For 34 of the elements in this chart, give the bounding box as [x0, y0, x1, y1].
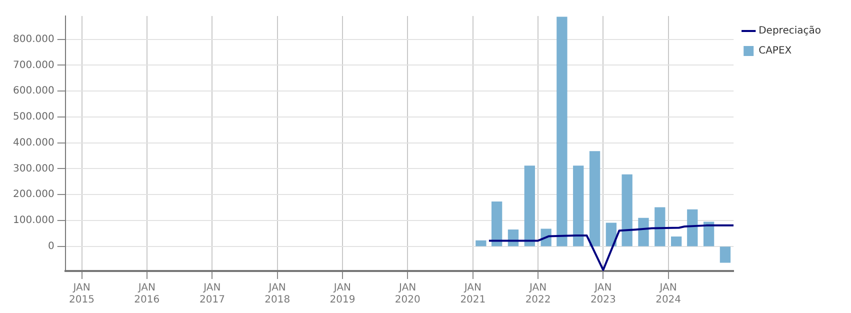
y-tick-label: 300.000: [12, 163, 54, 174]
bar: [703, 222, 714, 246]
bar: [556, 16, 568, 246]
bar: [720, 246, 731, 263]
bar: [654, 207, 666, 246]
y-tick-label: 600.000: [12, 86, 54, 97]
y-tick-label: 700.000: [12, 60, 54, 71]
x-tick-label: JAN 2018: [264, 282, 290, 306]
x-tick-label: JAN 2016: [134, 282, 160, 306]
bar: [524, 166, 535, 246]
bar: [622, 174, 632, 246]
x-tick-label: JAN 2024: [656, 282, 682, 306]
bar: [638, 218, 649, 246]
y-tick-label: 100.000: [12, 215, 54, 226]
x-tick-label: JAN 2015: [69, 282, 94, 306]
x-tick-label: JAN 2023: [590, 282, 616, 306]
bar: [589, 151, 600, 246]
legend-label: Depreciação: [758, 26, 822, 37]
y-tick-label: 200.000: [12, 189, 54, 200]
bar: [491, 202, 502, 246]
bar: [687, 209, 698, 246]
x-tick-label: JAN 2022: [525, 282, 551, 306]
x-tick-label: JAN 2020: [394, 282, 420, 306]
x-tick-label: JAN 2019: [330, 282, 356, 306]
y-tick-label: 800.000: [12, 34, 54, 45]
x-tick-label: JAN 2021: [460, 282, 486, 306]
y-tick-label: 400.000: [12, 137, 54, 148]
bar: [671, 236, 682, 246]
legend-label: CAPEX: [758, 46, 792, 57]
y-tick-label: 0: [48, 241, 54, 252]
y-tick-label: 500.000: [12, 112, 54, 123]
x-tick-label: JAN 2017: [199, 282, 225, 306]
bar: [476, 240, 486, 246]
bar: [573, 166, 584, 246]
